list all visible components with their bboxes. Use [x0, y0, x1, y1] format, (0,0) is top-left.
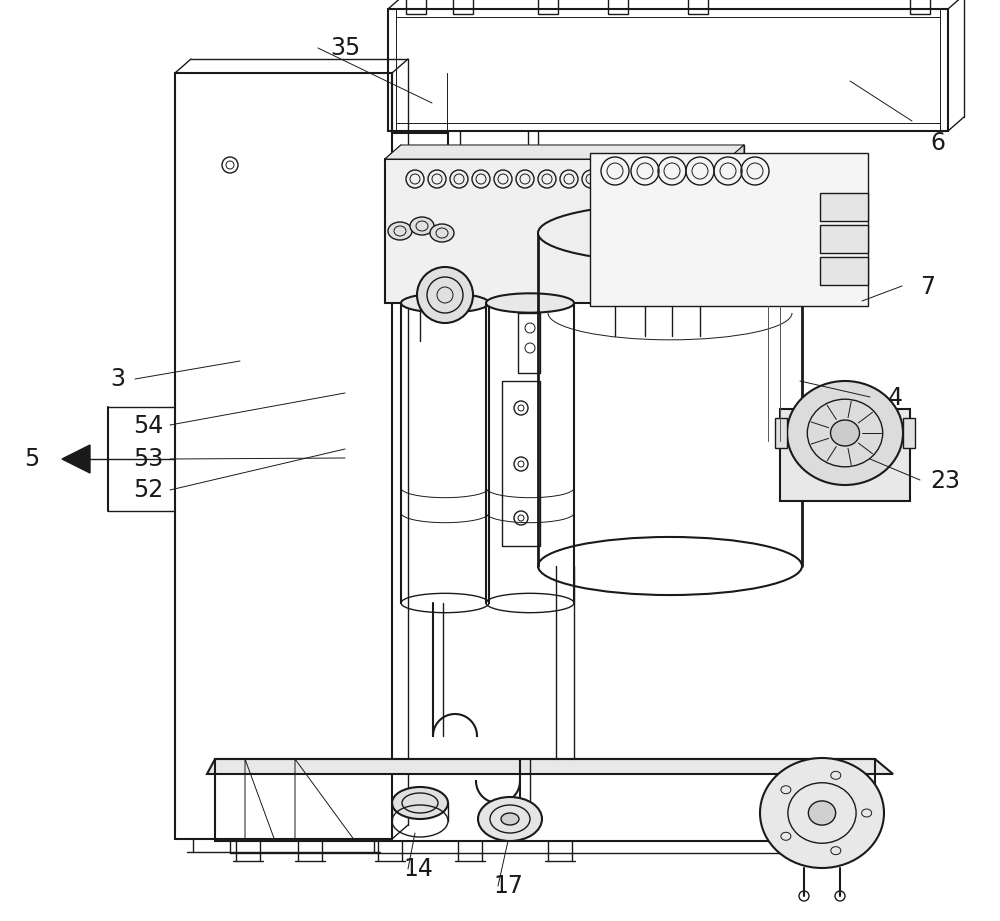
- Polygon shape: [385, 145, 744, 159]
- Polygon shape: [207, 759, 893, 774]
- Ellipse shape: [760, 758, 884, 868]
- Bar: [903, 418, 915, 448]
- Text: 35: 35: [330, 36, 360, 60]
- Bar: [406, 0, 426, 14]
- Text: 54: 54: [133, 414, 163, 437]
- Bar: [780, 409, 910, 501]
- Ellipse shape: [830, 420, 860, 446]
- Bar: [820, 225, 868, 253]
- Ellipse shape: [478, 797, 542, 841]
- Text: 23: 23: [930, 469, 960, 493]
- Ellipse shape: [392, 787, 448, 819]
- Ellipse shape: [388, 222, 412, 240]
- Bar: [775, 418, 787, 448]
- Bar: [453, 0, 473, 14]
- Text: 5: 5: [24, 447, 40, 471]
- Ellipse shape: [787, 381, 903, 485]
- Text: 14: 14: [403, 857, 433, 881]
- Text: 52: 52: [133, 478, 163, 502]
- Ellipse shape: [501, 813, 519, 825]
- Bar: [385, 159, 728, 303]
- Text: 17: 17: [493, 874, 523, 898]
- Bar: [388, 9, 948, 131]
- Text: 6: 6: [930, 131, 946, 155]
- Polygon shape: [62, 445, 90, 473]
- Bar: [688, 0, 708, 14]
- Ellipse shape: [486, 293, 574, 313]
- Ellipse shape: [430, 224, 454, 242]
- Bar: [820, 257, 868, 285]
- Ellipse shape: [401, 293, 489, 313]
- Ellipse shape: [808, 801, 836, 825]
- Polygon shape: [728, 145, 744, 303]
- Text: 3: 3: [110, 367, 126, 391]
- Bar: [820, 193, 868, 221]
- Text: 4: 4: [888, 386, 902, 410]
- Bar: [910, 0, 930, 14]
- Bar: [590, 153, 868, 306]
- Ellipse shape: [410, 217, 434, 235]
- Bar: [518, 313, 540, 373]
- Bar: [538, 0, 558, 14]
- Ellipse shape: [417, 267, 473, 323]
- Text: 7: 7: [920, 275, 936, 299]
- Ellipse shape: [538, 204, 802, 262]
- Text: 53: 53: [133, 447, 163, 471]
- Bar: [502, 381, 540, 546]
- Bar: [608, 0, 628, 14]
- Bar: [175, 73, 392, 839]
